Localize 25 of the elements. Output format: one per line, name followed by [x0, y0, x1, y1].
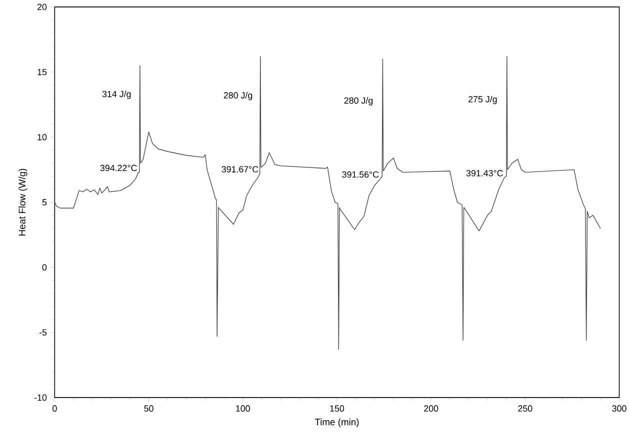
- annotation: 391.56°C: [342, 171, 379, 178]
- x-tick-label: 0: [52, 405, 57, 412]
- y-tick-label: -5: [39, 329, 47, 336]
- annotation: 280 J/g: [224, 92, 252, 100]
- x-tick-label: 300: [612, 405, 626, 412]
- x-axis-title: Time (min): [314, 418, 359, 428]
- x-tick-label: 250: [518, 405, 532, 412]
- y-tick-label: -10: [34, 394, 47, 401]
- annotation: 391.43°C: [466, 170, 503, 176]
- y-tick-label: 10: [38, 134, 47, 140]
- y-tick-label: 0: [42, 264, 47, 270]
- line-series: [54, 56, 601, 350]
- annotation: 280 J/g: [344, 96, 373, 106]
- y-tick-label: 5: [42, 198, 47, 206]
- annotation: 314 J/g: [102, 90, 131, 99]
- y-tick-label: 20: [37, 4, 47, 10]
- y-tick-label: 15: [38, 68, 47, 75]
- annotation: 394.22°C: [100, 164, 137, 171]
- y-axis-title: Heat Flow (W/g): [18, 168, 28, 236]
- x-tick-label: 50: [144, 405, 154, 412]
- x-tick-label: 100: [236, 405, 250, 412]
- x-tick-label: 200: [424, 405, 438, 412]
- annotation: 275 J/g: [468, 96, 497, 104]
- annotation: 391.67°C: [222, 166, 258, 172]
- x-tick-label: 150: [330, 405, 344, 412]
